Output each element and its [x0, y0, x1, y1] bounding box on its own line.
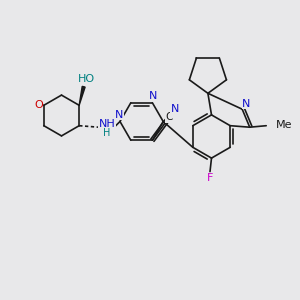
Text: N: N	[115, 110, 124, 120]
Text: Me: Me	[276, 120, 292, 130]
Text: N: N	[242, 99, 250, 109]
Text: N: N	[149, 91, 157, 101]
Text: HO: HO	[77, 74, 94, 84]
Text: O: O	[34, 100, 43, 110]
Text: H: H	[103, 128, 110, 138]
Text: NH: NH	[98, 118, 115, 129]
Text: C: C	[166, 112, 173, 122]
Text: N: N	[171, 104, 179, 114]
Polygon shape	[79, 86, 85, 105]
Text: F: F	[207, 173, 213, 183]
